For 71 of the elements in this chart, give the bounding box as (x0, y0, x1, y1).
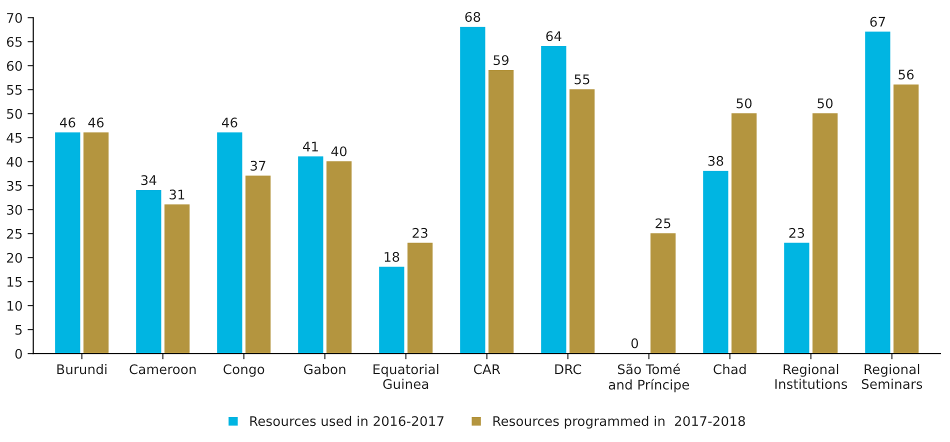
y-tick-label: 20 (7, 252, 22, 263)
data-label: 46 (222, 118, 238, 128)
y-tick-label: 0 (15, 348, 22, 359)
bar (379, 266, 404, 354)
bar (326, 161, 352, 354)
data-label: 59 (494, 55, 509, 66)
legend-label: Resources used in 2016-2017 (250, 416, 444, 426)
y-tick-label: 55 (7, 85, 22, 95)
y-tick-label: 60 (6, 60, 22, 71)
bar (541, 46, 566, 354)
data-label: 50 (736, 98, 752, 108)
data-label: 67 (870, 16, 885, 27)
data-label: 25 (656, 218, 670, 228)
x-tick-label: Chad (714, 364, 746, 374)
x-tick-label: CAR (474, 364, 500, 374)
data-label: 40 (331, 146, 347, 156)
bar (488, 70, 514, 354)
bar (298, 156, 324, 354)
y-tick-label: 50 (7, 108, 22, 119)
data-label: 64 (546, 31, 562, 42)
x-tick-label: Gabon (304, 364, 346, 374)
data-label: 46 (88, 118, 104, 128)
y-tick-label: 65 (6, 36, 22, 47)
data-label: 50 (818, 98, 833, 108)
data-label: 18 (384, 252, 400, 262)
data-label: 41 (302, 142, 318, 152)
bar (407, 242, 433, 354)
bar (245, 176, 271, 354)
bar (894, 84, 919, 354)
data-label: 37 (250, 160, 266, 171)
y-tick-label: 15 (7, 277, 22, 287)
data-label: 23 (412, 228, 428, 238)
bar (731, 113, 757, 354)
data-label: 56 (898, 70, 914, 80)
bar (217, 132, 242, 354)
y-tick-label: 25 (7, 228, 22, 239)
bar (55, 132, 80, 354)
bar (569, 89, 595, 354)
data-label: 55 (574, 74, 590, 84)
bar (784, 242, 810, 354)
y-tick-label: 40 (6, 156, 22, 167)
y-tick-label: 70 (7, 12, 22, 23)
x-tick-label: Burundi (57, 364, 106, 374)
data-label: 38 (708, 156, 724, 166)
y-tick-label: 10 (7, 300, 22, 311)
data-label: 23 (789, 228, 804, 238)
bar (812, 113, 838, 354)
data-label: 31 (170, 190, 184, 200)
bar (650, 233, 676, 354)
x-tick-label: Equatorial Guinea (374, 364, 438, 390)
data-label: 0 (631, 338, 638, 348)
data-label: 34 (141, 175, 156, 186)
x-tick-label: Cameroon (130, 364, 196, 374)
x-tick-label: Regional Seminars (862, 364, 922, 390)
y-tick-label: 45 (6, 133, 22, 143)
x-tick-label: DRC (555, 364, 582, 374)
y-tick-label: 5 (15, 325, 22, 335)
bar (865, 32, 890, 354)
bar (83, 132, 109, 354)
bar (136, 190, 162, 354)
bar (703, 170, 728, 354)
data-label: 46 (60, 118, 76, 128)
bar (164, 204, 190, 354)
x-tick-label: Regional Institutions (775, 364, 848, 390)
legend-label: Resources programmed in 2017-2018 (493, 416, 745, 429)
data-label: 68 (465, 12, 480, 22)
y-tick-label: 30 (7, 204, 22, 215)
y-tick-label: 35 (7, 180, 22, 191)
x-tick-label: São Tomé and Príncipe (608, 363, 689, 392)
bar (460, 26, 486, 354)
x-tick-label: Congo (224, 364, 264, 377)
